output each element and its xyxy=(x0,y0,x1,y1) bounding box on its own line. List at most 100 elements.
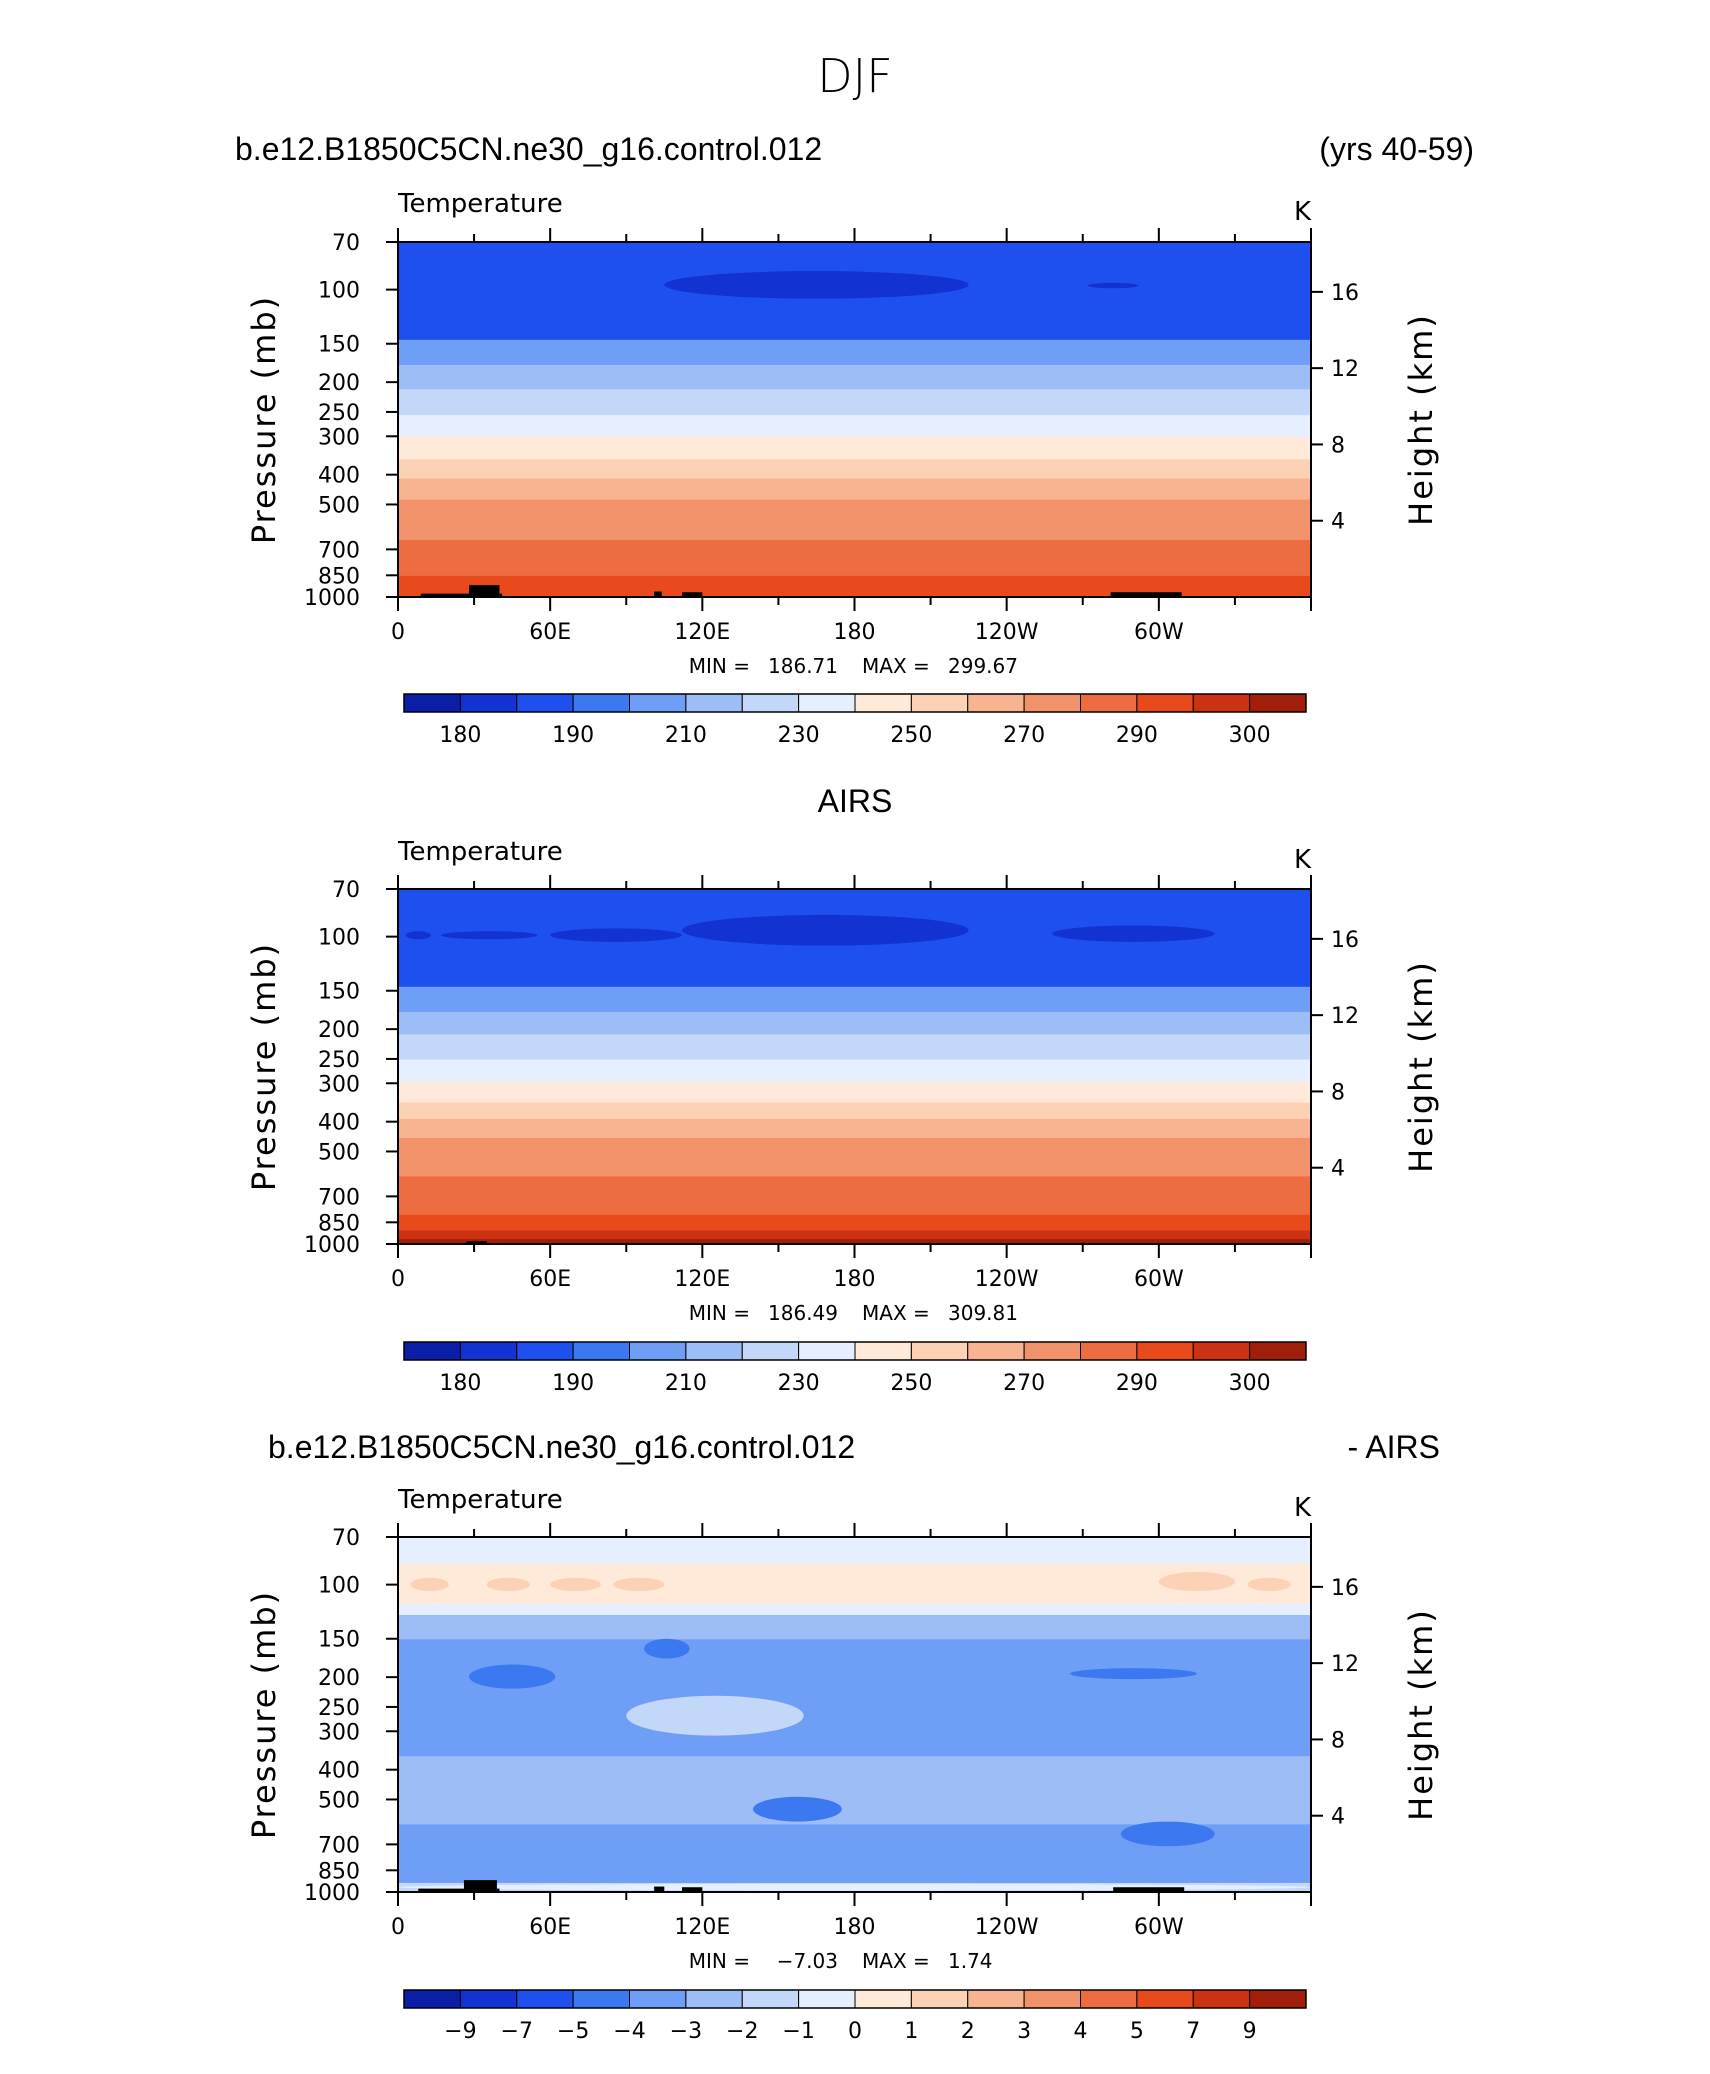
colorbar-box xyxy=(910,1989,969,2009)
figure-title: DJF xyxy=(817,49,892,103)
panel-heading-center: AIRS xyxy=(818,783,893,819)
contour-feature xyxy=(682,914,969,946)
y-tick-label: 300 xyxy=(318,1720,360,1745)
contour-feature xyxy=(626,1695,804,1736)
y-tick-label: 1000 xyxy=(304,586,360,611)
contour-band xyxy=(398,1603,1311,1616)
contour-band xyxy=(398,364,1311,390)
y-tick-label: 500 xyxy=(318,1788,360,1813)
contour-band xyxy=(398,1214,1311,1231)
y2-tick-label: 16 xyxy=(1331,281,1359,306)
y-tick-label: 150 xyxy=(318,980,360,1005)
colorbar-label: 180 xyxy=(439,723,481,748)
colorbar-box xyxy=(516,1989,574,2009)
colorbar-box xyxy=(1192,693,1251,713)
colorbar-box xyxy=(967,1989,1025,2009)
colorbar-label: −4 xyxy=(613,2019,645,2044)
contour-band xyxy=(398,1118,1311,1139)
contour-feature xyxy=(410,1577,449,1592)
colorbar-label: 7 xyxy=(1186,2019,1200,2044)
colorbar-label: 230 xyxy=(778,1371,820,1396)
colorbar-label: 4 xyxy=(1074,2019,1088,2044)
colorbar-box xyxy=(741,1341,800,1361)
panel-heading-left: b.e12.B1850C5CN.ne30_g16.control.012 xyxy=(268,1429,855,1465)
contour-feature xyxy=(1247,1577,1291,1592)
colorbar-label: −3 xyxy=(670,2019,702,2044)
colorbar-box xyxy=(1249,693,1307,713)
terrain-block xyxy=(469,585,500,597)
y2-tick-label: 4 xyxy=(1331,1157,1345,1182)
colorbar-label: 210 xyxy=(665,723,707,748)
contour-feature xyxy=(469,1664,556,1689)
colorbar-box xyxy=(459,1989,518,2009)
colorbar-box xyxy=(685,1989,743,2009)
colorbar-label: 3 xyxy=(1017,2019,1031,2044)
x-tick-label: 120W xyxy=(975,620,1039,645)
y-tick-label: 200 xyxy=(318,1666,360,1691)
colorbar-box xyxy=(516,693,574,713)
contour-feature xyxy=(405,931,431,940)
y-tick-label: 250 xyxy=(318,401,360,426)
panel-3: b.e12.B1850C5CN.ne30_g16.control.012 - AI… xyxy=(245,1429,1440,2044)
contour-band xyxy=(398,1175,1311,1197)
panel-title: Temperature xyxy=(397,189,563,219)
x-tick-label: 0 xyxy=(391,620,405,645)
contour-band xyxy=(398,1156,1311,1177)
colorbar-label: 250 xyxy=(890,723,932,748)
y-tick-label: 150 xyxy=(318,333,360,358)
contour-feature xyxy=(550,1577,601,1592)
colorbar-label: 180 xyxy=(439,1371,481,1396)
contour-feature xyxy=(1052,925,1215,942)
terrain-block xyxy=(466,1241,487,1244)
panel-heading-right: - AIRS xyxy=(1348,1429,1440,1465)
colorbar-box xyxy=(572,1341,630,1361)
terrain-block xyxy=(1110,592,1182,597)
y-tick-label: 500 xyxy=(318,493,360,518)
contour-band xyxy=(398,539,1311,561)
colorbar-box xyxy=(798,1341,856,1361)
colorbar-box xyxy=(685,693,743,713)
y-tick-label: 100 xyxy=(318,279,360,304)
panel-2: AIRS Temperature K 0 60E 120E 180 120W 60W 70 100 1… xyxy=(245,783,1440,1396)
contour-band xyxy=(398,560,1311,576)
stats-max-label: MAX = xyxy=(862,654,930,678)
stats-max-value: 309.81 xyxy=(948,1301,1018,1325)
x-tick-label: 120E xyxy=(674,1915,730,1940)
stats-min-value: −7.03 xyxy=(777,1949,838,1973)
colorbar-box xyxy=(629,1989,687,2009)
x-tick-label: 60W xyxy=(1134,1267,1184,1292)
x-tick-label: 120E xyxy=(674,1267,730,1292)
x-tick-label: 60W xyxy=(1134,1915,1184,1940)
colorbar-box xyxy=(1249,1989,1307,2009)
y2-tick-label: 16 xyxy=(1331,928,1359,953)
y-tick-label: 70 xyxy=(332,878,360,903)
colorbar-box xyxy=(854,693,912,713)
colorbar-label: 190 xyxy=(552,723,594,748)
y2-tick-label: 12 xyxy=(1331,357,1359,382)
stats-max-label: MAX = xyxy=(862,1301,930,1325)
contour-feature xyxy=(664,271,969,299)
stats-min-label: MIN = xyxy=(689,654,750,678)
colorbar-box xyxy=(572,693,630,713)
contour-band xyxy=(398,339,1311,365)
colorbar-label: 5 xyxy=(1130,2019,1144,2044)
x-tick-label: 180 xyxy=(834,1267,876,1292)
y-tick-label: 200 xyxy=(318,371,360,396)
y-tick-label: 300 xyxy=(318,425,360,450)
terrain-block xyxy=(499,593,502,597)
terrain-block xyxy=(682,1887,703,1892)
colorbar-box xyxy=(967,1341,1025,1361)
colorbar-box xyxy=(1249,1341,1307,1361)
colorbar-box xyxy=(854,1989,912,2009)
x-tick-label: 0 xyxy=(391,1267,405,1292)
colorbar-label: 210 xyxy=(665,1371,707,1396)
contour-band xyxy=(398,388,1311,416)
contour-band xyxy=(398,1638,1311,1757)
y2-tick-label: 4 xyxy=(1331,1805,1345,1830)
y2-tick-label: 8 xyxy=(1331,1080,1345,1105)
contour-band xyxy=(398,986,1311,1012)
colorbar-box xyxy=(685,1341,743,1361)
colorbar-box xyxy=(572,1989,630,2009)
y-tick-label: 700 xyxy=(318,538,360,563)
